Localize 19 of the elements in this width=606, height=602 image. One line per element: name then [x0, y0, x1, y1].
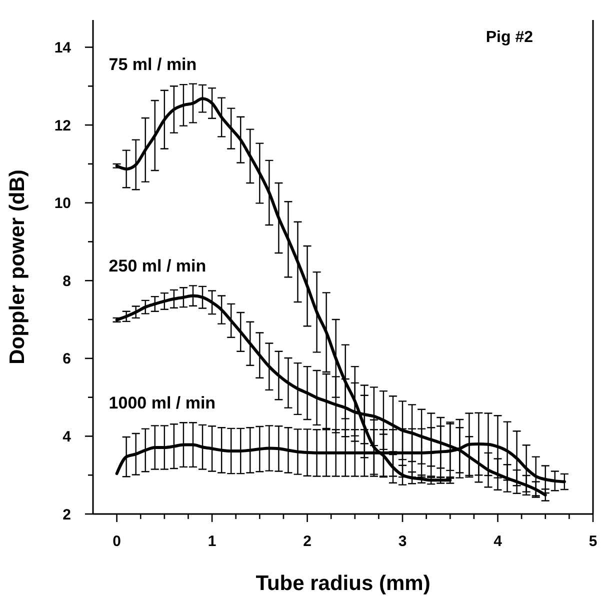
- y-tick-label: 8: [62, 272, 71, 290]
- x-tick-label: 2: [303, 533, 312, 550]
- x-tick-label: 3: [398, 533, 407, 550]
- y-axis-title: Doppler power (dB): [6, 170, 29, 364]
- y-tick-label: 2: [62, 506, 71, 524]
- y-tick-label: 12: [54, 117, 71, 134]
- y-tick-label: 4: [62, 428, 72, 446]
- x-tick-label: 4: [494, 533, 503, 550]
- series-label: 250 ml / min: [108, 256, 206, 276]
- x-axis-title: Tube radius (mm): [256, 572, 430, 595]
- y-tick-label: 14: [54, 39, 72, 56]
- x-tick-label: 1: [208, 533, 216, 550]
- y-tick-label: 6: [62, 350, 71, 368]
- x-tick-label: 5: [588, 533, 598, 550]
- x-tick-label: 0: [112, 533, 121, 550]
- annotation: Pig #2: [486, 29, 534, 46]
- series-label: 75 ml / min: [108, 54, 197, 74]
- y-tick-label: 10: [54, 195, 71, 212]
- text: 1000 ml / min: [108, 394, 216, 413]
